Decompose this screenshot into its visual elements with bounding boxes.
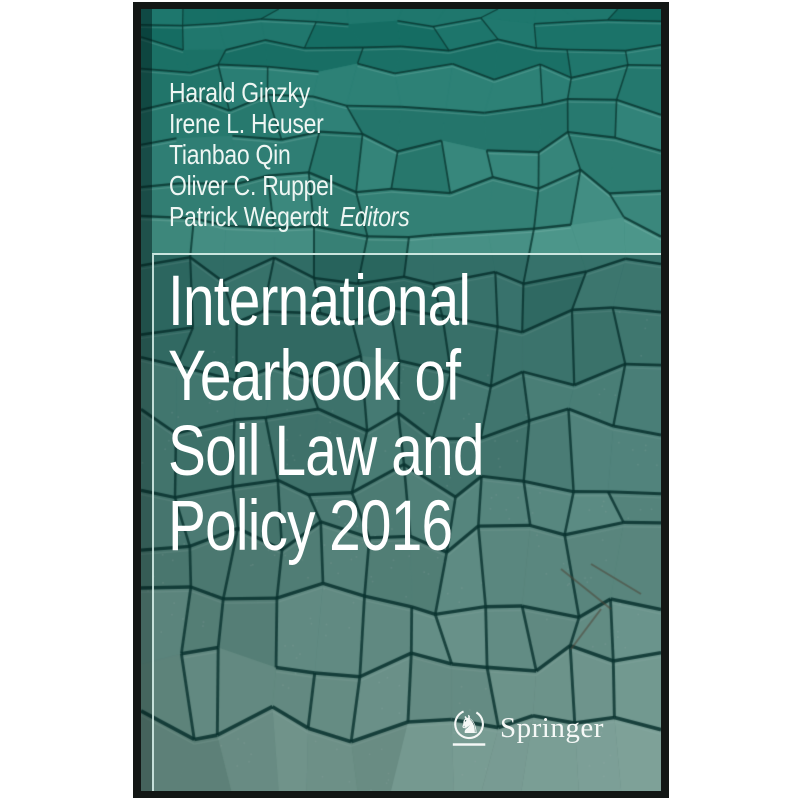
editors-label: Editors (339, 201, 410, 232)
editor-name: Patrick Wegerdt (169, 201, 329, 232)
spine-shading (141, 9, 152, 791)
book-cover: Harald Ginzky Irene L. Heuser Tianbao Qi… (133, 2, 669, 798)
editor-name: Oliver C. Ruppel (169, 170, 334, 201)
title-line-prefix: Policy (168, 487, 316, 566)
title-year: 2016 (329, 487, 453, 566)
title-line-last: Policy 2016 (168, 489, 484, 564)
springer-horse-knight-icon: ♞ (452, 709, 486, 746)
title-line: Soil Law and (168, 412, 484, 491)
editor-name: Harald Ginzky (169, 77, 310, 108)
title-panel (152, 253, 661, 791)
publisher-logo: ♞ Springer (449, 706, 604, 750)
book-title: International Yearbook of Soil Law and P… (168, 264, 484, 564)
cracked-soil-texture (141, 9, 661, 791)
editor-name: Tianbao Qin (169, 139, 291, 170)
editors-block: Harald Ginzky Irene L. Heuser Tianbao Qi… (169, 77, 410, 232)
publisher-name: Springer (500, 711, 604, 744)
svg-text:♞: ♞ (458, 710, 480, 739)
editor-name: Irene L. Heuser (169, 108, 324, 139)
cover-artwork: Harald Ginzky Irene L. Heuser Tianbao Qi… (141, 9, 661, 791)
editor-name-last-line: Patrick Wegerdt Editors (169, 201, 410, 232)
title-line: Yearbook of (168, 337, 461, 416)
title-line: International (168, 262, 471, 341)
